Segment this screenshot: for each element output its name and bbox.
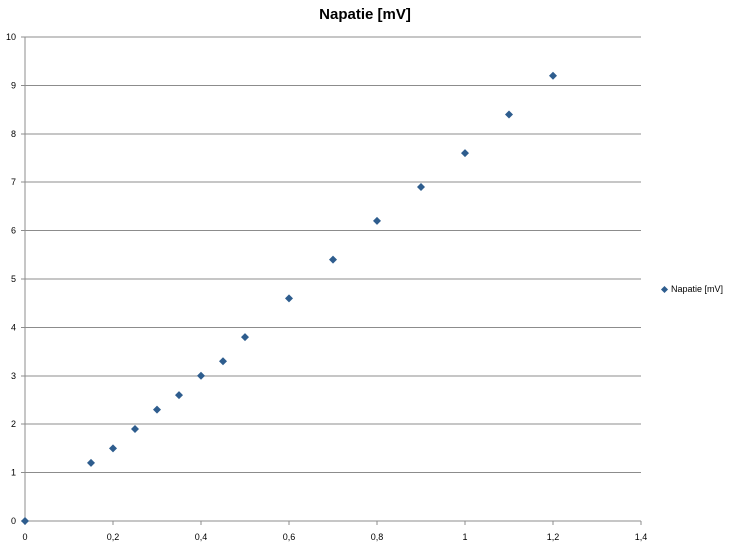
data-point <box>131 425 139 434</box>
data-point <box>153 405 161 414</box>
x-tick-label: 0,2 <box>107 532 120 542</box>
x-tick-label: 1 <box>462 532 467 542</box>
data-point <box>21 517 29 525</box>
legend-marker-icon <box>660 285 669 293</box>
chart-title: Napatie [mV] <box>319 6 411 23</box>
x-tick-label: 1,4 <box>635 532 648 542</box>
y-tick-label: 9 <box>11 80 16 90</box>
y-tick-label: 2 <box>11 419 16 429</box>
y-tick-label: 5 <box>11 274 16 284</box>
data-point <box>87 458 95 467</box>
tick-labels: 0 1 2 3 4 5 6 7 8 9 10 0 0,2 0,4 0,6 0,8 1 1,2 1,4 <box>6 32 647 542</box>
gridlines <box>25 36 641 474</box>
legend: Napatie [mV] <box>660 284 724 294</box>
data-point <box>109 444 117 453</box>
data-point <box>285 294 293 303</box>
x-tick-label: 0 <box>22 532 27 542</box>
y-tick-label: 7 <box>11 177 16 187</box>
data-points <box>21 71 557 525</box>
data-point <box>549 71 557 80</box>
y-tick-label: 4 <box>11 322 16 332</box>
y-tick-label: 10 <box>6 32 16 42</box>
x-tick-label: 0,4 <box>195 532 208 542</box>
legend-label: Napatie [mV] <box>671 284 724 294</box>
data-point <box>197 371 205 380</box>
x-tick-label: 0,8 <box>371 532 384 542</box>
y-tick-label: 3 <box>11 371 16 381</box>
data-point <box>373 216 381 225</box>
y-tick-label: 8 <box>11 129 16 139</box>
y-tick-label: 0 <box>11 516 16 526</box>
data-point <box>219 357 227 366</box>
axes <box>21 36 642 525</box>
data-point <box>175 391 183 400</box>
y-tick-label: 1 <box>11 468 16 478</box>
x-tick-label: 0,6 <box>283 532 296 542</box>
data-point <box>505 110 513 119</box>
data-point <box>329 255 337 264</box>
data-point <box>461 149 469 158</box>
x-tick-label: 1,2 <box>547 532 560 542</box>
data-point <box>417 183 425 192</box>
data-point <box>241 333 249 342</box>
y-tick-label: 6 <box>11 226 16 236</box>
